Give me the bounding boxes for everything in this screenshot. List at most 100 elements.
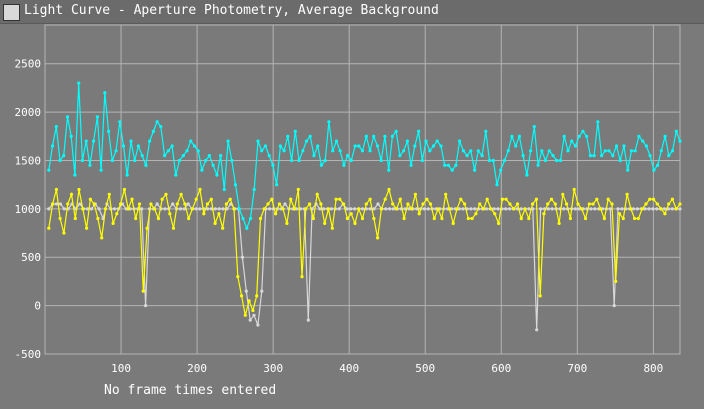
data-point [617, 212, 622, 216]
data-point [329, 207, 334, 211]
data-point [69, 134, 73, 138]
data-point [256, 323, 260, 327]
data-point [643, 207, 647, 211]
data-point [489, 207, 493, 211]
data-point [667, 154, 671, 158]
data-point [308, 134, 312, 138]
light-curve-plot: -500 0 500 1000 1500 2000 2500 100 200 300 400 500 6… [15, 24, 682, 375]
data-point [517, 134, 522, 138]
data-point [531, 202, 535, 206]
data-point [561, 192, 565, 196]
data-point [163, 207, 167, 211]
data-point [536, 163, 540, 167]
data-point [478, 202, 482, 206]
x-tick-label: 800 [643, 362, 663, 375]
data-point [461, 207, 465, 211]
data-point [581, 129, 585, 133]
data-point [237, 207, 241, 211]
data-point [481, 207, 486, 211]
x-tick-label: 500 [415, 362, 435, 375]
data-point [405, 139, 409, 143]
data-point [345, 207, 349, 211]
data-point [439, 144, 443, 148]
data-point [629, 207, 633, 211]
data-point [290, 158, 294, 163]
y-tick-label: 2000 [15, 106, 42, 119]
data-point [551, 154, 555, 158]
data-point [409, 163, 413, 167]
data-point [592, 154, 596, 158]
data-point [577, 134, 581, 138]
data-point [77, 187, 81, 192]
data-point [136, 144, 140, 148]
data-point [376, 236, 380, 240]
data-point [473, 207, 477, 211]
data-point [346, 154, 350, 158]
data-point [440, 216, 444, 221]
data-point [107, 129, 111, 133]
data-point [463, 202, 467, 206]
data-point [155, 202, 159, 206]
data-point [85, 226, 89, 230]
data-point [444, 192, 448, 196]
data-point [570, 139, 574, 143]
data-point [271, 163, 275, 167]
data-point [589, 207, 593, 211]
data-point [553, 202, 557, 206]
data-point [69, 192, 74, 196]
data-point [625, 192, 629, 196]
data-point [248, 216, 253, 221]
data-point [360, 149, 365, 153]
data-point [47, 168, 51, 172]
title-bar[interactable]: Light Curve - Aperture Photometry, Avera… [0, 0, 704, 24]
data-point [614, 279, 618, 283]
data-point [519, 216, 523, 221]
data-point [198, 187, 202, 192]
data-point [425, 197, 429, 201]
data-point [334, 197, 338, 201]
x-tick-label: 700 [567, 362, 587, 375]
data-point [311, 216, 315, 221]
data-point [62, 154, 66, 158]
data-point [141, 289, 145, 293]
data-point [179, 192, 183, 196]
data-point [394, 129, 398, 133]
data-point [364, 134, 368, 138]
data-point [485, 197, 489, 201]
data-point [149, 202, 153, 206]
data-point [454, 163, 458, 167]
app-icon[interactable] [3, 4, 20, 21]
data-point [331, 149, 335, 153]
y-tick-label: 2500 [15, 58, 42, 71]
data-point [466, 216, 470, 221]
data-point [558, 158, 563, 163]
data-point [629, 149, 634, 153]
data-point [241, 216, 245, 221]
data-point [647, 207, 651, 211]
data-point [543, 158, 548, 163]
data-point [621, 216, 625, 221]
data-point [656, 163, 660, 167]
data-point [500, 197, 504, 201]
data-point [410, 207, 414, 211]
data-point [591, 202, 595, 206]
data-point [398, 154, 402, 158]
data-point [413, 192, 417, 196]
data-point [140, 207, 144, 211]
data-point [155, 120, 159, 124]
data-point [529, 149, 533, 153]
data-point [170, 144, 174, 148]
data-point [565, 202, 569, 206]
data-point [213, 207, 217, 211]
data-point [602, 216, 607, 221]
data-point [99, 168, 103, 172]
data-point [168, 212, 172, 216]
data-point [512, 207, 516, 211]
data-point [596, 120, 600, 124]
data-point [620, 207, 624, 211]
data-point [327, 120, 331, 124]
data-point [521, 154, 525, 158]
data-point [230, 158, 234, 163]
data-point [542, 212, 546, 216]
